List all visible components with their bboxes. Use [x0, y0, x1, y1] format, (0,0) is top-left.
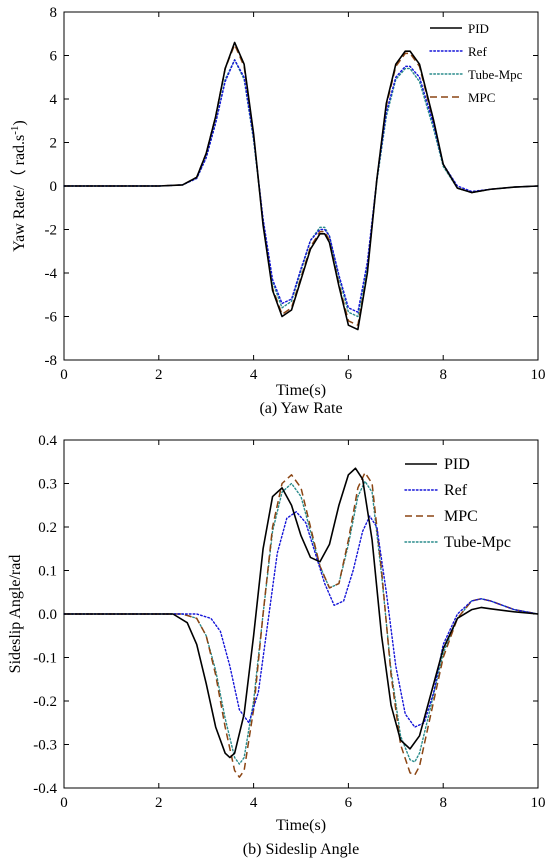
yaw-rate-y-tick-label: 2 [50, 136, 58, 152]
yaw-rate-x-tick-label: 8 [439, 367, 447, 383]
yaw-rate-y-tick-label: 8 [50, 5, 58, 21]
sideslip-y-tick-label: -0.2 [33, 694, 57, 710]
yaw-rate-y-tick-label: -2 [45, 223, 58, 239]
sideslip-x-tick-label: 10 [531, 795, 546, 811]
yaw-rate-y-axis-label-main: Yaw Rate/（ rad.s [10, 135, 28, 252]
sideslip-y-tick-label: 0.3 [38, 477, 57, 493]
yaw-rate-x-axis-label: Time(s) [276, 382, 326, 399]
sideslip-caption: (b) Sideslip Angle [243, 841, 359, 858]
sideslip-y-tick-label: -0.4 [33, 781, 57, 797]
yaw-rate-legend-label-tube-mpc: Tube-Mpc [468, 67, 523, 82]
sideslip-legend-label-ref: Ref [444, 482, 468, 499]
yaw-rate-x-tick-label: 2 [155, 367, 163, 383]
sideslip-x-tick-label: 4 [250, 795, 258, 811]
yaw-rate-x-tick-label: 6 [345, 367, 353, 383]
sideslip-series-pid [64, 467, 539, 759]
sideslip-legend: PID Ref MPC Tube-Mpc [404, 456, 511, 551]
sideslip-legend-label-pid: PID [444, 456, 470, 473]
sideslip-series-tube-mpc [63, 480, 539, 765]
yaw-rate-series-layer [63, 41, 539, 331]
sideslip-series-layer [63, 467, 539, 778]
yaw-rate-y-axis-label-sup: -1 [9, 126, 21, 135]
sideslip-legend-label-mpc: MPC [444, 508, 478, 525]
yaw-rate-legend: PID Ref Tube-Mpc MPC [429, 21, 523, 105]
yaw-rate-legend-label-pid: PID [468, 21, 489, 36]
sideslip-y-tick-label: 0.2 [38, 520, 57, 536]
yaw-rate-series-ref [63, 59, 539, 313]
yaw-rate-x-tick-label: 0 [60, 367, 68, 383]
yaw-rate-legend-label-mpc: MPC [468, 90, 495, 105]
sideslip-y-tick-label: 0.1 [38, 564, 57, 580]
sideslip-y-tick-label: -0.3 [33, 738, 57, 754]
sideslip-x-tick-label: 8 [439, 795, 447, 811]
yaw-rate-y-tick-label: -8 [45, 353, 58, 369]
yaw-rate-y-tick-label: -4 [45, 266, 58, 282]
sideslip-series-mpc [64, 471, 539, 778]
sideslip-angle-chart: 0 2 4 6 8 10 -0.4 -0.3 -0.2 -0.1 0.0 0.1 0.2 0.3 0.4 P… [7, 433, 546, 858]
yaw-rate-y-tick-label: 0 [50, 179, 58, 195]
sideslip-y-axis-label: Sideslip Angle/rad [7, 555, 24, 674]
yaw-rate-x-tick-label: 10 [531, 367, 546, 383]
sideslip-x-tick-label: 6 [345, 795, 353, 811]
yaw-rate-series-mpc [64, 43, 539, 326]
sideslip-y-tick-label: 0.4 [38, 433, 57, 449]
yaw-rate-ticks: 0 2 4 6 8 10 -8 -6 -4 -2 0 2 4 6 8 [45, 5, 546, 383]
yaw-rate-y-tick-label: 4 [50, 92, 58, 108]
yaw-rate-legend-label-ref: Ref [468, 44, 487, 59]
sideslip-x-axis-label: Time(s) [276, 817, 326, 834]
sideslip-x-tick-label: 0 [60, 795, 68, 811]
yaw-rate-caption: (a) Yaw Rate [259, 400, 342, 417]
sideslip-y-tick-label: -0.1 [33, 651, 57, 667]
sideslip-legend-label-tube-mpc: Tube-Mpc [444, 534, 511, 551]
yaw-rate-x-tick-label: 4 [250, 367, 258, 383]
sideslip-x-tick-label: 2 [155, 795, 163, 811]
yaw-rate-y-tick-label: 6 [50, 49, 58, 65]
yaw-rate-y-axis-label: Yaw Rate/（ rad.s-1) [9, 120, 28, 252]
sideslip-y-tick-label: 0.0 [38, 607, 57, 623]
yaw-rate-chart: 0 2 4 6 8 10 -8 -6 -4 -2 0 2 4 6 8 PID Ref Tube-Mpc MPC T… [9, 5, 546, 417]
sideslip-ticks: 0 2 4 6 8 10 -0.4 -0.3 -0.2 -0.1 0.0 0.1 0.2 0.3 0.4 [33, 433, 545, 811]
yaw-rate-y-tick-label: -6 [45, 310, 58, 326]
yaw-rate-y-axis-label-close: ) [11, 120, 28, 125]
yaw-rate-series-pid [64, 41, 539, 331]
